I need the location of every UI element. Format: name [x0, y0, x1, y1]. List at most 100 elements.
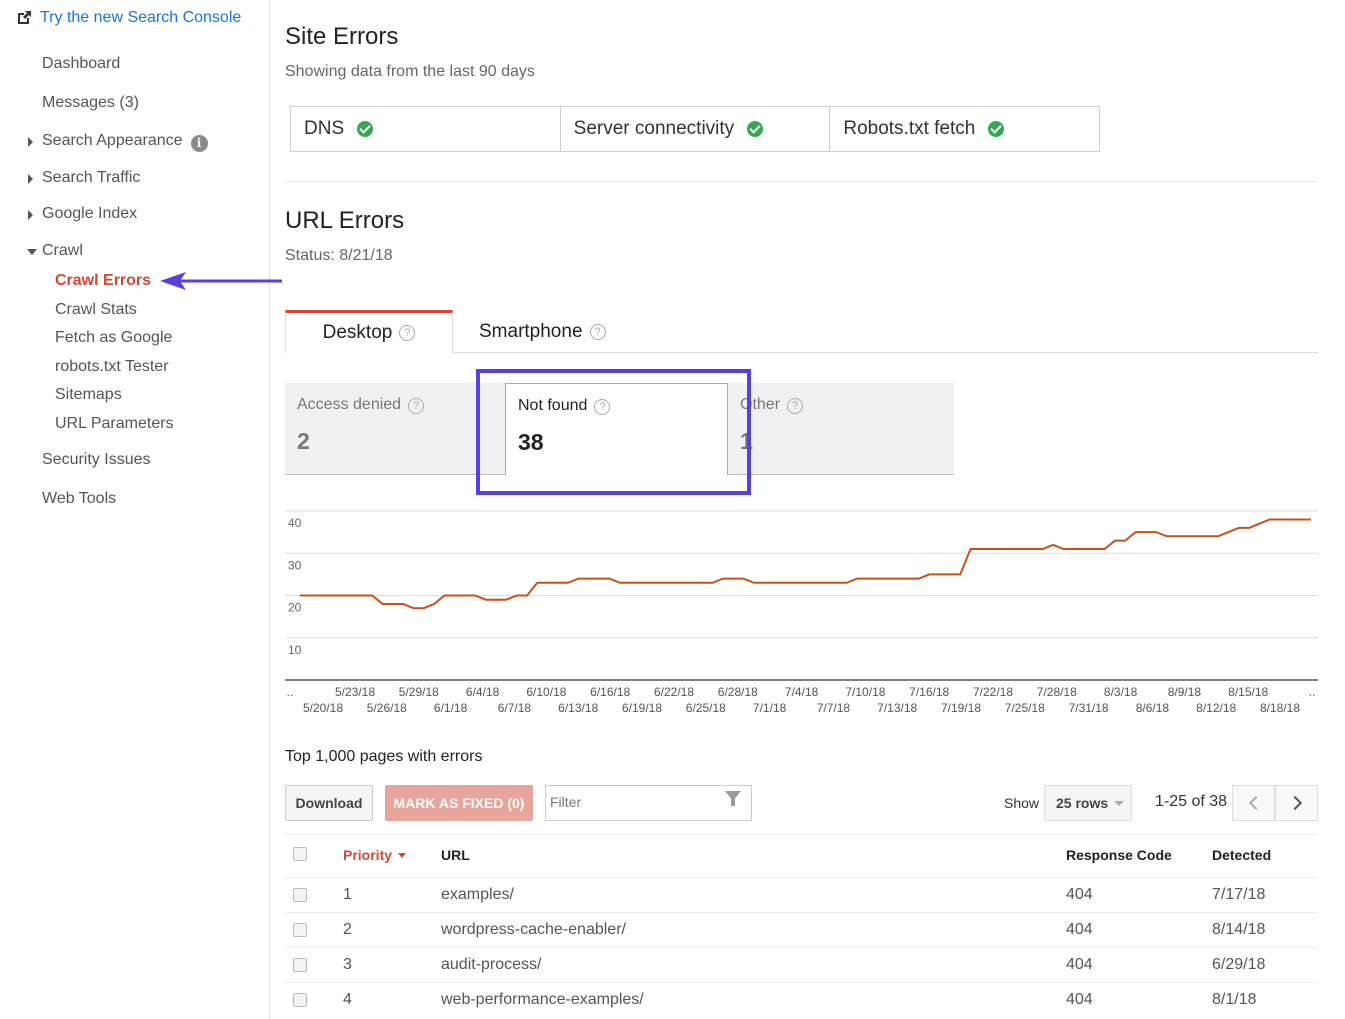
sidebar-item-search-appearance[interactable]: Search Appearance i — [28, 132, 208, 152]
sidebar-item-crawl[interactable]: Crawl — [27, 242, 83, 260]
x-tick-label: .. — [287, 685, 294, 699]
column-header-url[interactable]: URL — [441, 847, 470, 863]
column-header-priority[interactable]: Priority — [343, 847, 407, 863]
sidebar-item-label: Messages (3) — [42, 94, 139, 111]
row-checkbox[interactable] — [293, 958, 307, 972]
row-url[interactable]: wordpress-cache-enabler/ — [441, 921, 626, 938]
y-tick-label: 10 — [288, 643, 302, 657]
sidebar-item-web-tools[interactable]: Web Tools — [42, 490, 116, 508]
help-icon[interactable]: ? — [408, 398, 425, 414]
filter-input[interactable]: Filter — [545, 785, 752, 821]
sidebar-item-label: Crawl — [42, 242, 83, 259]
x-tick-label: 6/7/18 — [498, 701, 532, 715]
chevron-right-icon — [1287, 795, 1302, 811]
check-circle-icon — [747, 121, 764, 137]
x-tick-label: 6/28/18 — [718, 685, 758, 699]
help-icon[interactable]: ? — [589, 323, 606, 340]
sidebar-item-messages[interactable]: Messages (3) — [42, 94, 139, 112]
table-row[interactable]: 2 wordpress-cache-enabler/ 404 8/14/18 — [285, 912, 1318, 947]
mark-as-fixed-button[interactable]: MARK AS FIXED (0) — [385, 785, 533, 821]
card-value: 2 — [297, 428, 310, 454]
rows-per-page-select[interactable]: 25 rows — [1044, 785, 1132, 821]
x-tick-label: 8/9/18 — [1168, 685, 1202, 699]
column-header-response-code[interactable]: Response Code — [1066, 847, 1172, 863]
x-tick-label: 6/22/18 — [654, 685, 694, 699]
x-tick-label: 5/20/18 — [303, 701, 343, 715]
row-checkbox[interactable] — [293, 888, 307, 902]
x-tick-label: 5/23/18 — [335, 685, 375, 699]
check-circle-icon — [988, 121, 1005, 137]
tab-desktop[interactable]: Desktop? — [285, 310, 453, 353]
x-tick-label: 5/26/18 — [367, 701, 407, 715]
x-tick-label: .. — [1309, 685, 1316, 699]
table-row[interactable]: 3 audit-process/ 404 6/29/18 — [285, 947, 1318, 982]
filter-funnel-icon[interactable] — [725, 791, 741, 806]
select-all-checkbox[interactable] — [293, 847, 307, 861]
row-response-code: 404 — [1066, 956, 1093, 973]
card-other[interactable]: Other? 1 — [728, 383, 954, 475]
sidebar-subitem-url-parameters[interactable]: URL Parameters — [55, 415, 174, 432]
sidebar-subitem-sitemaps[interactable]: Sitemaps — [55, 386, 122, 403]
row-url[interactable]: web-performance-examples/ — [441, 991, 644, 1008]
help-icon[interactable]: ? — [594, 399, 611, 415]
site-box-robots-fetch[interactable]: Robots.txt fetch — [830, 107, 1099, 151]
x-tick-label: 7/7/18 — [817, 701, 851, 715]
tab-smartphone[interactable]: Smartphone? — [479, 310, 606, 353]
help-icon[interactable]: ? — [399, 324, 416, 341]
x-tick-label: 6/10/18 — [526, 685, 566, 699]
x-tick-label: 8/15/18 — [1228, 685, 1268, 699]
table-row[interactable]: 1 examples/ 404 7/17/18 — [285, 877, 1318, 912]
filter-placeholder: Filter — [550, 794, 582, 810]
row-checkbox[interactable] — [293, 923, 307, 937]
sidebar-item-dashboard[interactable]: Dashboard — [42, 55, 120, 73]
site-box-label: Server connectivity — [573, 118, 735, 139]
table-row[interactable]: 4 web-performance-examples/ 404 8/1/18 — [285, 982, 1318, 1017]
row-url[interactable]: audit-process/ — [441, 956, 542, 973]
sidebar-item-search-traffic[interactable]: Search Traffic — [28, 169, 141, 187]
sidebar-item-label: Google Index — [42, 205, 138, 222]
sidebar-item-label: Security Issues — [42, 451, 151, 468]
x-tick-label: 7/28/18 — [1037, 685, 1077, 699]
column-header-detected[interactable]: Detected — [1212, 847, 1272, 863]
card-value: 1 — [740, 428, 753, 454]
column-header-label: Priority — [343, 847, 393, 863]
caret-down-icon — [27, 249, 37, 255]
sidebar-subitem-crawl-errors[interactable]: Crawl Errors — [55, 272, 152, 289]
caret-right-icon — [28, 174, 33, 184]
row-priority: 1 — [343, 886, 352, 903]
card-label: Access denied — [297, 396, 402, 413]
row-url[interactable]: examples/ — [441, 886, 514, 903]
sidebar-subitem-fetch-as-google[interactable]: Fetch as Google — [55, 329, 173, 346]
tab-label: Smartphone — [479, 320, 583, 342]
x-tick-label: 7/13/18 — [877, 701, 917, 715]
sidebar-item-label: Search Traffic — [42, 169, 141, 186]
card-value: 38 — [518, 429, 544, 455]
section-divider — [285, 181, 1318, 182]
row-checkbox[interactable] — [293, 993, 307, 1007]
x-tick-label: 6/13/18 — [558, 701, 598, 715]
site-box-server-connectivity[interactable]: Server connectivity — [561, 107, 831, 151]
x-tick-label: 6/19/18 — [622, 701, 662, 715]
x-tick-label: 6/16/18 — [590, 685, 630, 699]
card-access-denied[interactable]: Access denied? 2 — [285, 383, 505, 475]
help-icon[interactable]: ? — [787, 398, 804, 414]
sidebar-subitem-crawl-stats[interactable]: Crawl Stats — [55, 301, 137, 318]
sidebar-item-google-index[interactable]: Google Index — [28, 205, 138, 223]
check-circle-icon — [357, 121, 374, 137]
sidebar-subitem-robots-tester[interactable]: robots.txt Tester — [55, 358, 169, 375]
site-box-dns[interactable]: DNS — [291, 107, 561, 151]
next-page-button[interactable] — [1275, 785, 1318, 821]
card-label: Not found — [518, 397, 588, 414]
table-top-border — [285, 834, 1318, 835]
info-icon[interactable]: i — [190, 135, 208, 152]
download-button[interactable]: Download — [285, 785, 373, 821]
site-box-label: DNS — [304, 118, 345, 139]
try-new-console-link[interactable]: Try the new Search Console — [16, 9, 241, 27]
x-tick-label: 7/4/18 — [785, 685, 819, 699]
y-tick-label: 30 — [288, 558, 302, 572]
sidebar-item-security-issues[interactable]: Security Issues — [42, 451, 150, 469]
x-tick-label: 8/12/18 — [1196, 701, 1236, 715]
card-not-found[interactable]: Not found? 38 — [505, 383, 728, 475]
prev-page-button[interactable] — [1232, 785, 1275, 821]
row-priority: 2 — [343, 921, 352, 938]
